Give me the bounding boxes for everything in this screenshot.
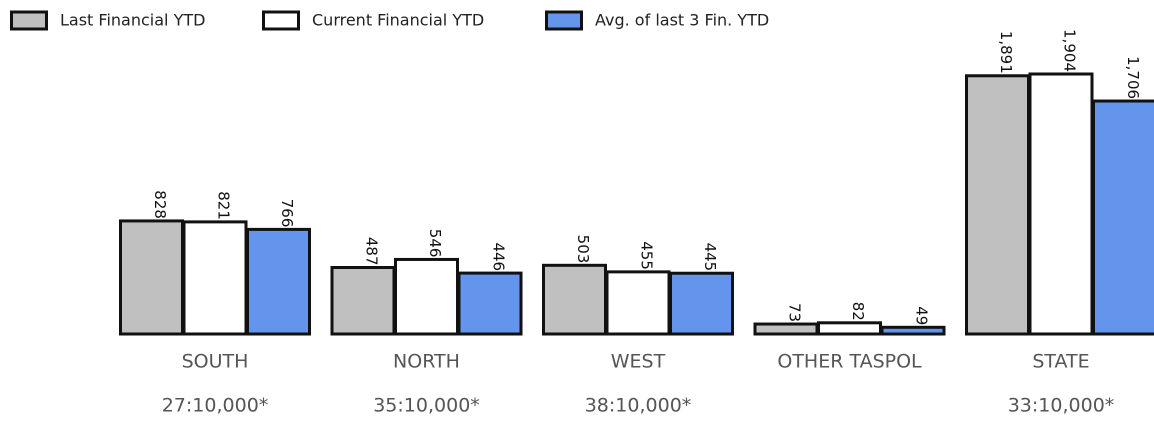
value-label: 828: [151, 190, 169, 219]
value-label: 82: [849, 302, 867, 321]
value-label: 49: [913, 306, 931, 325]
legend-label: Last Financial YTD: [60, 11, 205, 30]
category-label: OTHER TASPOL: [777, 351, 922, 373]
category-sublabel: 33:10,000*: [1008, 395, 1115, 417]
value-label: 487: [363, 237, 381, 266]
value-label: 446: [490, 242, 508, 271]
value-label: 821: [215, 191, 233, 220]
value-label: 1,904: [1061, 29, 1079, 72]
category-label: STATE: [1032, 351, 1089, 373]
bar: [182, 220, 248, 336]
legend-swatch: [262, 10, 300, 31]
category-sublabel: 27:10,000*: [162, 395, 269, 417]
bar: [669, 271, 734, 336]
value-label: 1,706: [1124, 56, 1142, 99]
bar: [965, 74, 1030, 336]
category-sublabel: 35:10,000*: [373, 395, 480, 417]
category-label: WEST: [611, 351, 666, 373]
value-label: 73: [786, 303, 804, 322]
bar: [605, 270, 671, 336]
category-sublabel: 38:10,000*: [585, 395, 692, 417]
bar: [542, 263, 607, 336]
bar: [457, 271, 523, 336]
bar: [246, 227, 311, 336]
bar: [753, 322, 819, 336]
legend-label: Avg. of last 3 Fin. YTD: [595, 11, 769, 30]
legend-label: Current Financial YTD: [312, 11, 484, 30]
bar: [1028, 72, 1094, 336]
value-label: 546: [426, 229, 444, 258]
value-label: 766: [278, 199, 296, 228]
bar: [119, 219, 184, 336]
legend-swatch: [10, 10, 48, 31]
category-label: SOUTH: [182, 351, 249, 373]
category-label: NORTH: [393, 351, 460, 373]
value-label: 455: [638, 241, 656, 270]
bar: [817, 321, 882, 336]
value-label: 445: [701, 243, 719, 272]
bar: [880, 325, 946, 336]
bar: [1092, 99, 1154, 336]
bar: [394, 257, 459, 336]
value-label: 503: [574, 235, 592, 264]
value-label: 1,891: [997, 31, 1015, 74]
bar: [330, 265, 396, 336]
legend-swatch: [545, 10, 583, 31]
